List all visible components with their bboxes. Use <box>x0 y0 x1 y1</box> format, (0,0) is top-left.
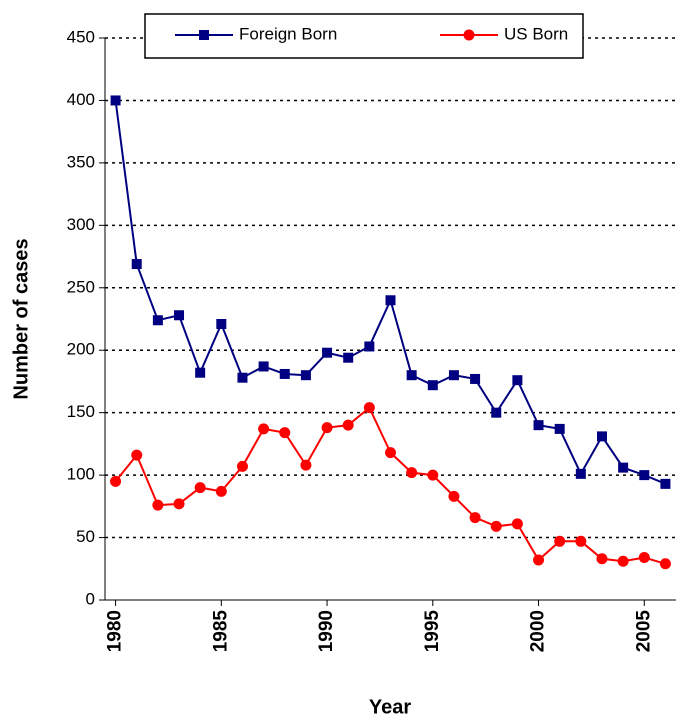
marker <box>469 512 481 524</box>
marker <box>110 95 121 106</box>
marker <box>617 555 629 567</box>
legend-label: US Born <box>504 24 568 43</box>
y-tick-label: 100 <box>67 465 95 484</box>
x-tick-label: 2000 <box>528 610 549 652</box>
marker <box>406 370 417 381</box>
marker <box>110 475 122 487</box>
marker <box>385 295 396 306</box>
marker <box>406 467 418 479</box>
marker <box>322 347 333 358</box>
marker <box>511 518 523 530</box>
marker <box>258 361 269 372</box>
marker <box>194 482 206 494</box>
x-tick-label: 1980 <box>105 610 126 652</box>
y-tick-label: 0 <box>86 589 95 608</box>
marker <box>427 469 439 481</box>
marker <box>427 380 438 391</box>
y-tick-label: 300 <box>67 215 95 234</box>
marker <box>152 315 163 326</box>
y-tick-label: 150 <box>67 402 95 421</box>
marker <box>660 478 671 489</box>
marker <box>554 423 565 434</box>
y-axis-label: Number of cases <box>10 238 32 399</box>
marker <box>533 420 544 431</box>
marker <box>448 370 459 381</box>
marker <box>199 30 209 40</box>
marker <box>490 520 502 532</box>
marker <box>363 402 375 414</box>
y-tick-label: 450 <box>67 27 95 46</box>
marker <box>639 470 650 481</box>
marker <box>237 372 248 383</box>
marker <box>364 341 375 352</box>
legend: Foreign Born US Born <box>144 13 584 59</box>
marker <box>300 459 312 471</box>
marker <box>659 558 671 570</box>
marker <box>300 370 311 381</box>
marker <box>195 367 206 378</box>
marker <box>279 427 291 439</box>
x-tick-label: 1995 <box>422 610 443 653</box>
marker <box>533 554 545 566</box>
marker <box>385 447 396 459</box>
marker <box>236 460 248 472</box>
marker <box>152 499 164 511</box>
marker <box>596 553 608 565</box>
marker <box>279 368 290 379</box>
y-tick-label: 400 <box>67 90 95 109</box>
marker <box>174 310 185 321</box>
marker <box>216 318 227 329</box>
x-tick-label: 2005 <box>633 610 654 653</box>
y-tick-label: 50 <box>76 527 95 546</box>
y-tick-label: 250 <box>67 277 95 296</box>
marker <box>575 535 587 547</box>
marker <box>342 419 354 431</box>
marker <box>618 462 629 473</box>
marker <box>215 485 227 497</box>
y-tick-label: 200 <box>67 340 95 359</box>
marker <box>554 535 566 547</box>
marker <box>343 352 354 363</box>
marker <box>173 498 185 510</box>
marker <box>258 423 270 435</box>
marker <box>638 552 650 564</box>
x-axis-label: Year <box>369 696 411 718</box>
marker <box>470 373 481 384</box>
y-tick-label: 350 <box>67 152 95 171</box>
x-tick-label: 1990 <box>316 610 337 652</box>
x-tick-label: 1985 <box>210 610 231 653</box>
marker <box>512 375 523 386</box>
marker <box>131 259 142 270</box>
marker <box>448 490 460 502</box>
marker <box>463 29 475 41</box>
line <box>114 100 666 485</box>
marker <box>575 468 586 479</box>
marker <box>321 422 333 434</box>
marker <box>131 449 143 461</box>
legend-label: Foreign Born <box>239 24 337 43</box>
marker <box>596 431 607 442</box>
marker <box>491 407 502 418</box>
